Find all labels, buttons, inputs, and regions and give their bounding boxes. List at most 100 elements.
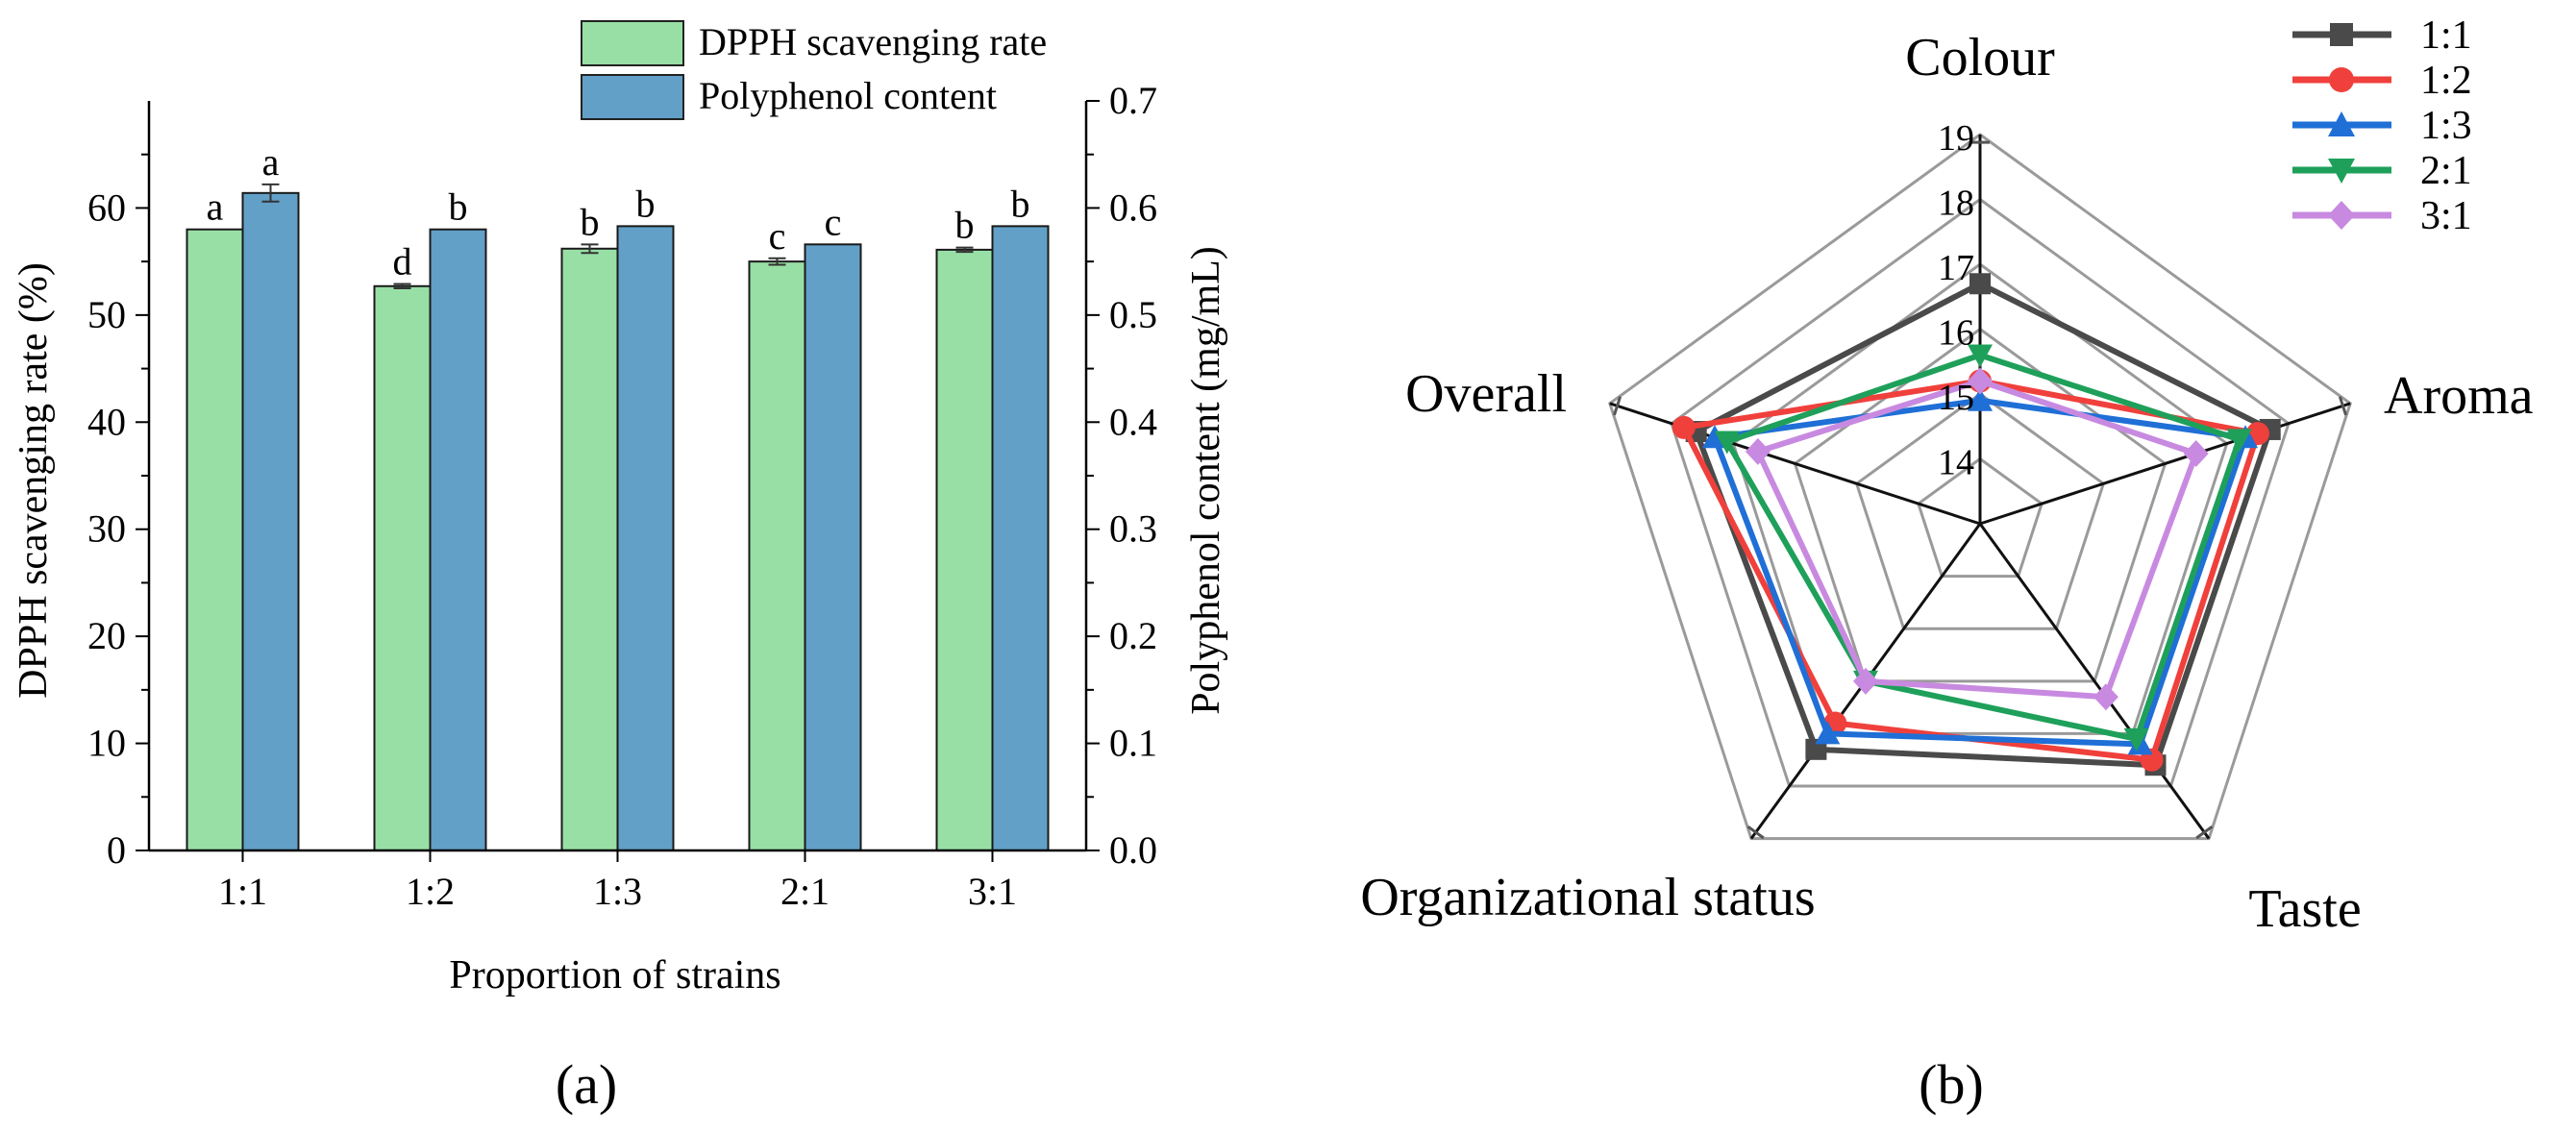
legend-label: 1:1 <box>2420 13 2472 58</box>
y-tick-label: 40 <box>87 400 126 443</box>
significance-letter: c <box>825 200 842 243</box>
legend-label-polyphenol: Polyphenol content <box>699 74 997 117</box>
legend-marker <box>2328 159 2355 184</box>
y2-tick-label: 0.7 <box>1109 79 1157 122</box>
x-tick-label: 2:1 <box>780 870 830 913</box>
radar-tick-label: 16 <box>1938 313 1974 354</box>
bar-polyphenol-1-3 <box>616 225 675 852</box>
radar-grid-ring <box>1917 456 2043 579</box>
legend-marker <box>2329 67 2354 92</box>
radar-legend-item: 1:3 <box>2292 104 2472 148</box>
bar-chart-axes: 1:1 1:2 1:3 2:1 3:1 0 10 20 30 40 50 60 0.0 0.1 0.2 0.3… <box>87 79 1157 913</box>
legend-label: 3:1 <box>2420 194 2472 238</box>
radar-spoke-tick <box>2338 396 2347 416</box>
radar-tick-label: 19 <box>1938 118 1974 159</box>
radar-axis-label: Colour <box>1905 28 2055 87</box>
radar-grid-ring <box>1670 197 2291 788</box>
x-tick-label: 3:1 <box>968 870 1017 913</box>
bars-layer <box>186 191 1050 852</box>
significance-letter: c <box>769 214 786 258</box>
legend-marker <box>2328 201 2355 230</box>
y-tick-label: 60 <box>87 185 126 229</box>
y2-tick-label: 0.2 <box>1109 614 1157 657</box>
significance-letter: a <box>207 185 224 229</box>
bar-legend: DPPH scavenging rate Polyphenol content <box>581 20 1047 120</box>
radar-grid <box>1608 133 2352 841</box>
bar-dpph-2-1 <box>748 260 806 851</box>
radar-grid-ring <box>1854 392 2106 630</box>
radar-spoke <box>1609 402 1981 526</box>
significance-letter: b <box>581 200 600 243</box>
radar-legend-item: 2:1 <box>2292 149 2472 193</box>
radar-spoke <box>1979 402 2351 526</box>
radar-series-layer <box>1672 273 2281 776</box>
panel-label-b: (b) <box>1919 1053 1984 1116</box>
bar-polyphenol-2-1 <box>804 243 862 852</box>
radar-point <box>2183 439 2209 467</box>
y-tick-label: 10 <box>87 722 126 765</box>
bar-polyphenol-3-1 <box>991 225 1050 852</box>
y2-tick-label: 0.5 <box>1109 293 1157 336</box>
radar-tick-label: 15 <box>1938 378 1974 418</box>
y2-tick-label: 0.4 <box>1109 400 1157 443</box>
radar-point <box>1815 721 1841 745</box>
radar-axis-label: Aroma <box>2384 366 2534 426</box>
legend-label: 2:1 <box>2420 149 2472 193</box>
significance-letter: b <box>449 185 468 229</box>
x-axis-title: Proportion of strains <box>449 953 780 998</box>
legend-label: 1:2 <box>2420 59 2472 103</box>
radar-tick-label: 18 <box>1938 184 1974 224</box>
y-tick-label: 30 <box>87 507 126 551</box>
significance-letter: b <box>1011 182 1030 225</box>
radar-legend-item: 1:1 <box>2292 13 2472 58</box>
radar-spoke-tick <box>1746 825 1765 840</box>
error-bars-layer <box>261 183 974 289</box>
bar-dpph-1-2 <box>373 284 432 851</box>
radar-labels-layer: 14 15 16 17 18 19 Colour Aroma Taste Organization… <box>1360 28 2533 939</box>
x-tick-label: 1:1 <box>218 870 267 913</box>
legend-marker <box>2328 111 2355 136</box>
radar-point <box>1745 437 1771 465</box>
significance-letter: b <box>636 182 656 225</box>
radar-spoke-tick <box>2195 825 2214 840</box>
radar-axis-label: Overall <box>1405 364 1567 424</box>
radar-grid-ring <box>1608 133 2352 841</box>
radar-series-line <box>1754 378 2199 701</box>
radar-point <box>1968 387 1993 411</box>
y2-tick-label: 0.6 <box>1109 185 1157 229</box>
legend-marker <box>2330 23 2353 46</box>
y2-tick-label: 0.3 <box>1109 507 1157 551</box>
legend-swatch-polyphenol <box>581 74 684 120</box>
radar-point <box>1852 667 1878 695</box>
radar-axis-label: Taste <box>2248 879 2361 939</box>
radar-legend: 1:11:21:32:13:1 <box>2292 13 2472 238</box>
legend-swatch-dpph <box>581 20 684 66</box>
y-axis-title: DPPH scavenging rate (%) <box>12 262 56 699</box>
y-tick-label: 20 <box>87 614 126 657</box>
bar-polyphenol-1-2 <box>429 228 487 851</box>
radar-series-line <box>1723 352 2242 742</box>
radar-series-3-1 <box>1745 367 2209 711</box>
y2-tick-label: 0.0 <box>1109 828 1157 872</box>
panel-label-a: (a) <box>556 1053 617 1116</box>
radar-grid-ring <box>1793 327 2167 683</box>
x-tick-label: 1:3 <box>593 870 642 913</box>
significance-letter: d <box>393 240 412 283</box>
radar-point <box>1672 415 1696 439</box>
radar-tick-label: 14 <box>1938 443 1974 483</box>
radar-spoke-tick <box>1613 396 1622 416</box>
y-tick-label: 0 <box>107 828 126 872</box>
radar-legend-item: 1:2 <box>2292 59 2472 103</box>
y2-tick-label: 0.1 <box>1109 722 1157 765</box>
radar-tick-label: 17 <box>1938 248 1974 288</box>
radar-spoke <box>1978 523 2211 840</box>
radar-point <box>2093 683 2118 711</box>
bar-dpph-3-1 <box>935 248 994 851</box>
y-tick-label: 50 <box>87 293 126 336</box>
radar-point <box>1968 367 1993 395</box>
bar-dpph-1-3 <box>560 247 619 851</box>
radar-point <box>1714 431 1740 455</box>
